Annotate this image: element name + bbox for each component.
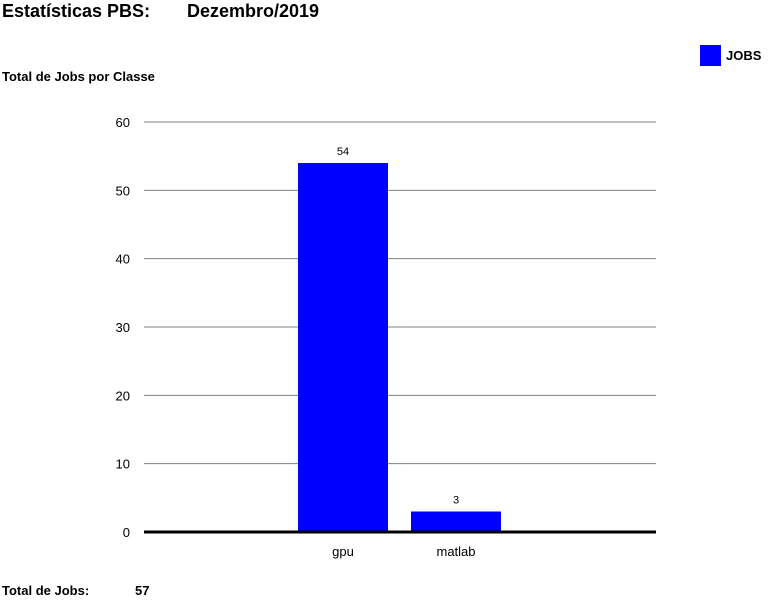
- total-jobs-label: Total de Jobs:: [2, 583, 90, 598]
- y-tick-label: 60: [116, 115, 130, 130]
- bar-matlab: [411, 511, 501, 532]
- y-tick-label: 40: [116, 252, 130, 267]
- chart-title: Total de Jobs por Classe: [2, 69, 155, 84]
- y-tick-label: 0: [123, 525, 130, 540]
- x-tick-label: matlab: [436, 544, 475, 559]
- legend-swatch-jobs: [700, 45, 721, 66]
- data-label: 54: [337, 146, 349, 158]
- y-tick-label: 30: [116, 320, 130, 335]
- y-tick-label: 20: [116, 388, 130, 403]
- y-tick-label: 50: [116, 183, 130, 198]
- y-tick-label: 10: [116, 457, 130, 472]
- total-jobs-value: 57: [135, 583, 150, 598]
- chart-legend: JOBS: [700, 45, 761, 66]
- total-jobs-row: Total de Jobs: 57: [2, 583, 149, 598]
- page-title: Estatísticas PBS: Dezembro/2019: [2, 1, 319, 22]
- bar-gpu: [298, 163, 388, 532]
- legend-label-jobs: JOBS: [726, 48, 762, 63]
- period-label: Dezembro/2019: [187, 1, 320, 21]
- data-label: 3: [453, 495, 459, 507]
- title-label: Estatísticas PBS:: [2, 1, 151, 21]
- x-tick-label: gpu: [332, 544, 354, 559]
